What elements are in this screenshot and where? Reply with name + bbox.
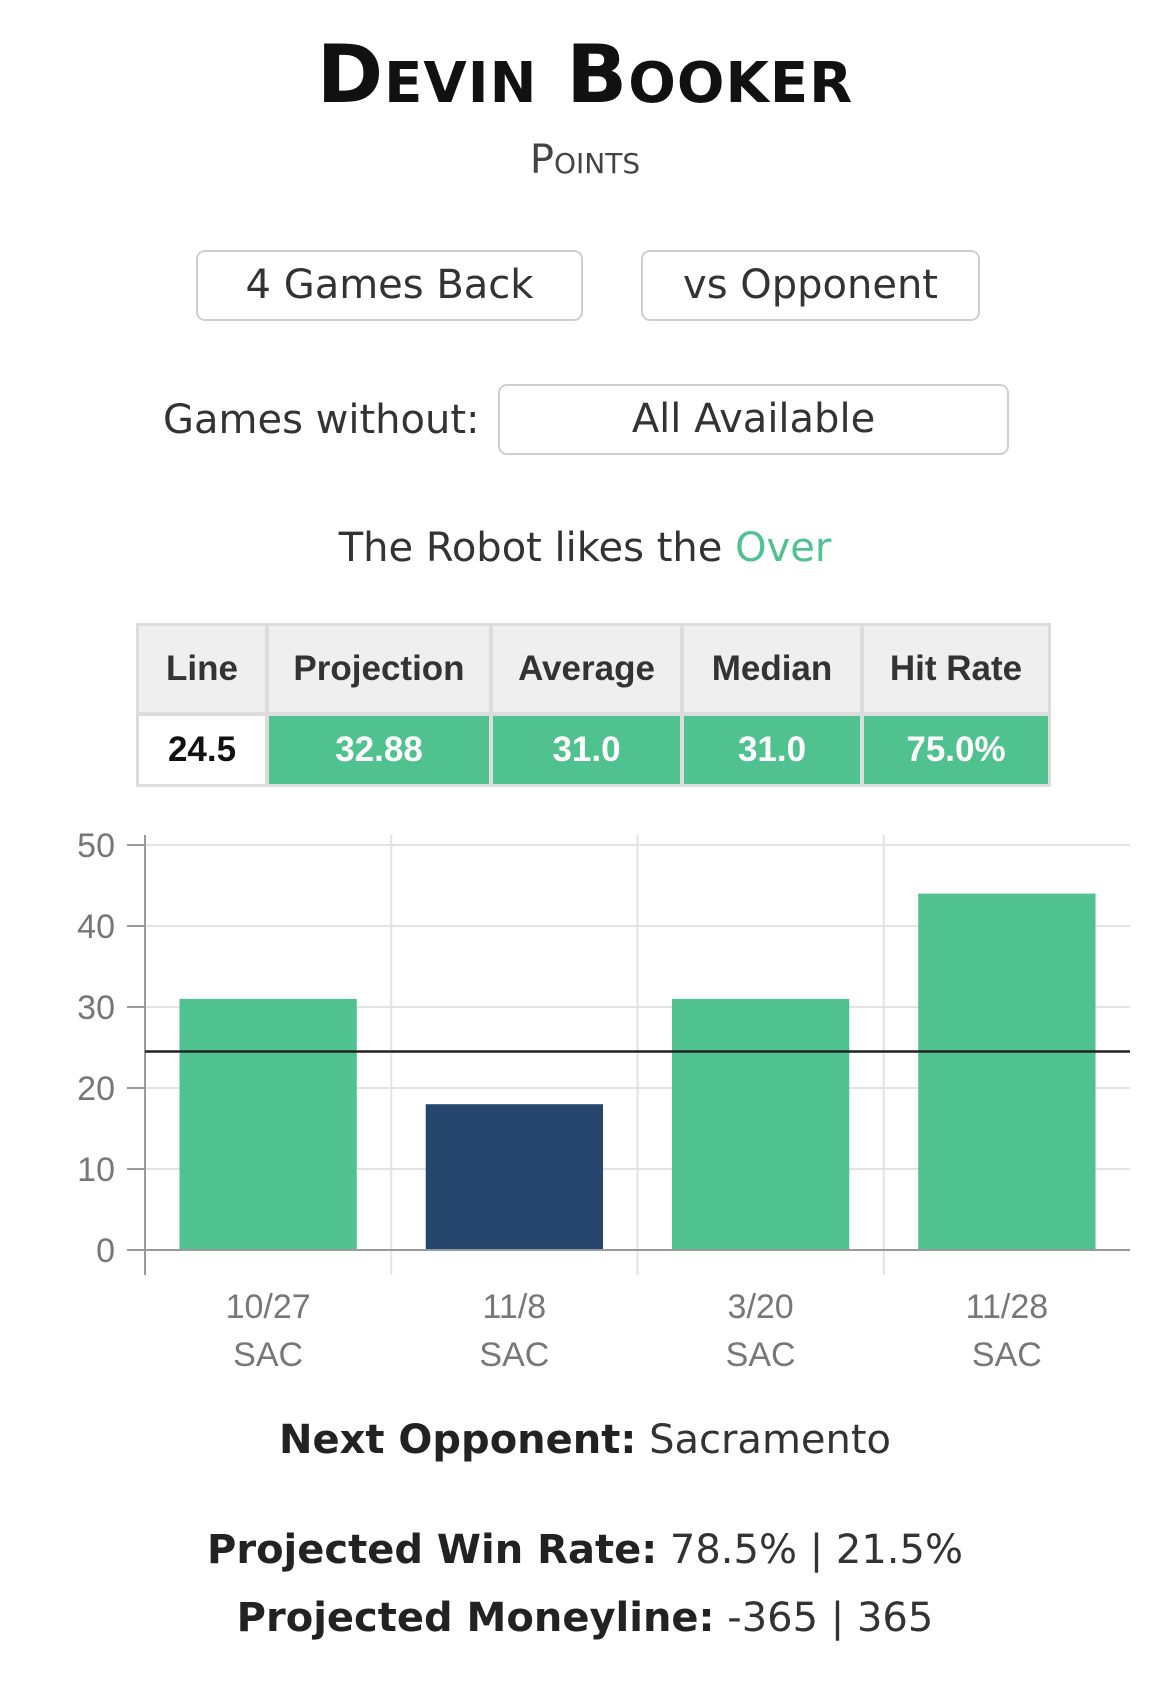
moneyline-value: -365 | 365	[727, 1595, 934, 1641]
recommendation-pick: Over	[735, 525, 832, 571]
y-tick-label: 50	[77, 827, 115, 865]
bar-10-27	[179, 998, 357, 1250]
next-opponent: Next Opponent: Sacramento	[0, 1412, 1170, 1468]
y-tick-label: 10	[77, 1151, 115, 1189]
hit-rate-value: 75.0%	[864, 716, 1048, 784]
line-value: 24.5	[139, 716, 269, 784]
header-average: Average	[493, 626, 684, 716]
header-projection: Projection	[269, 626, 493, 716]
next-opponent-label: Next Opponent:	[278, 1417, 637, 1463]
win-rate-label: Projected Win Rate:	[207, 1527, 658, 1573]
x-tick-label-date: 11/8	[483, 1288, 547, 1326]
games-without-select[interactable]: All Available	[498, 384, 1009, 455]
y-tick-label: 20	[77, 1070, 115, 1108]
player-name: Devin Booker	[316, 28, 854, 121]
x-tick-label-date: 3/20	[728, 1288, 794, 1326]
median-value: 31.0	[684, 716, 864, 784]
x-tick-label-opponent: SAC	[726, 1336, 796, 1374]
projection-value: 32.88	[269, 716, 493, 784]
next-opponent-value: Sacramento	[649, 1417, 892, 1463]
projected-moneyline: Projected Moneyline: -365 | 365	[0, 1590, 1170, 1646]
bar-11-8	[425, 1104, 604, 1250]
games-back-button[interactable]: 4 Games Back	[196, 250, 583, 321]
y-tick-label: 0	[96, 1232, 115, 1270]
x-tick-label-opponent: SAC	[972, 1336, 1042, 1374]
bar-11-28	[918, 893, 1096, 1250]
x-tick-label-date: 11/28	[966, 1288, 1049, 1326]
recommendation-prefix: The Robot likes the	[338, 525, 723, 571]
x-tick-label-opponent: SAC	[479, 1336, 549, 1374]
header-median: Median	[684, 626, 864, 716]
vs-opponent-button[interactable]: vs Opponent	[641, 250, 980, 321]
x-tick-label-opponent: SAC	[233, 1336, 303, 1374]
y-tick-label: 30	[77, 989, 115, 1027]
x-tick-label-date: 10/27	[226, 1288, 311, 1326]
stat-type: Points	[529, 137, 641, 183]
robot-recommendation: The Robot likes the Over	[0, 518, 1170, 578]
header-hit-rate: Hit Rate	[864, 626, 1048, 716]
stats-table: Line Projection Average Median Hit Rate …	[136, 623, 1051, 787]
stats-header-row: Line Projection Average Median Hit Rate	[139, 626, 1048, 716]
stats-value-row: 24.5 32.88 31.0 31.0 75.0%	[139, 716, 1048, 784]
games-without-label: Games without:	[163, 397, 480, 443]
header-line: Line	[139, 626, 269, 716]
average-value: 31.0	[493, 716, 684, 784]
bar-3-20	[671, 998, 850, 1250]
projected-win-rate: Projected Win Rate: 78.5% | 21.5%	[0, 1522, 1170, 1578]
y-tick-label: 40	[77, 908, 115, 946]
win-rate-value: 78.5% | 21.5%	[669, 1527, 963, 1573]
points-bar-chart: 0 10 20 30 40 50 10/27 SAC 11/8 SAC 3/20 SAC 11/28 SA…	[77, 827, 1130, 1374]
moneyline-label: Projected Moneyline:	[236, 1595, 715, 1641]
